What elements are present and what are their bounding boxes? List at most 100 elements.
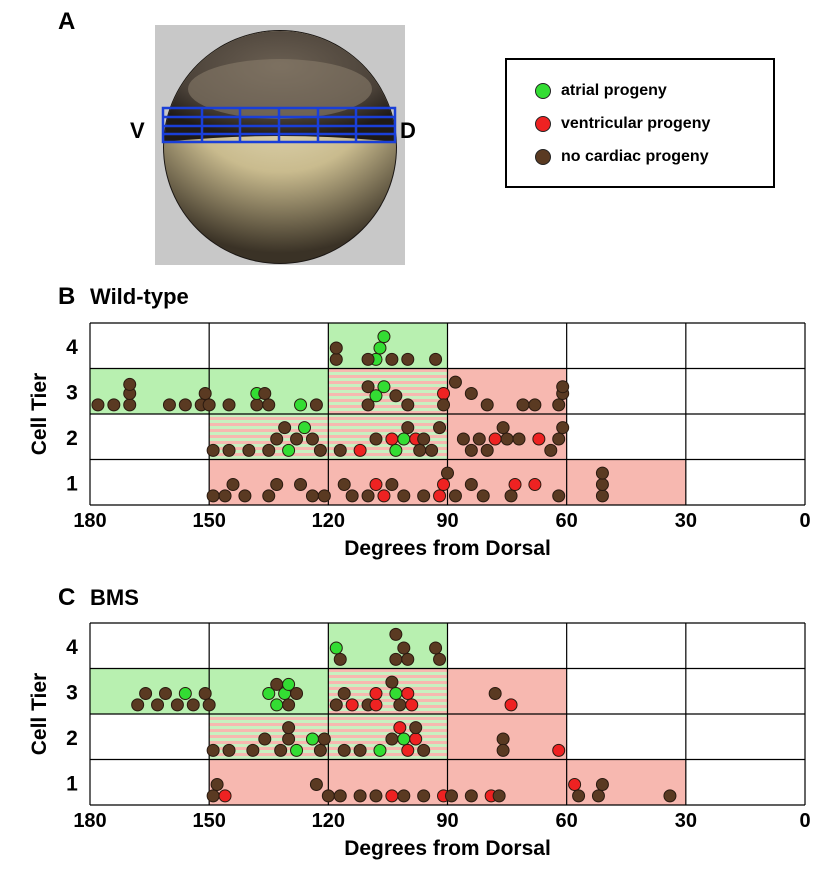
- data-point-none: [464, 387, 478, 401]
- data-point-none: [496, 732, 510, 746]
- data-point-none: [345, 489, 359, 503]
- data-point-none: [401, 352, 415, 366]
- ventricular-dot-icon: [535, 116, 551, 132]
- data-point-ventricular: [409, 732, 423, 746]
- data-point-none: [572, 789, 586, 803]
- data-point-none: [663, 789, 677, 803]
- data-point-none: [504, 489, 518, 503]
- data-point-atrial: [178, 687, 192, 701]
- no-cardiac-dot-icon: [535, 149, 551, 165]
- y-tick-label: 4: [66, 636, 78, 659]
- data-point-atrial: [377, 330, 391, 344]
- data-point-none: [417, 489, 431, 503]
- data-point-none: [278, 421, 292, 435]
- x-tick-label: 60: [556, 810, 578, 832]
- data-point-none: [274, 743, 288, 757]
- data-point-none: [294, 478, 308, 492]
- dorsal-label: D: [400, 118, 416, 143]
- data-point-atrial: [298, 421, 311, 435]
- data-point-none: [282, 721, 296, 735]
- legend: atrial progeny ventricular progeny no ca…: [505, 58, 775, 188]
- data-point-none: [488, 687, 502, 701]
- panel-b-title: Wild-type: [90, 284, 189, 309]
- data-point-none: [262, 489, 276, 503]
- x-tick-label: 90: [436, 810, 458, 832]
- data-point-none: [258, 732, 272, 746]
- data-point-atrial: [294, 398, 308, 412]
- data-point-none: [222, 398, 236, 412]
- data-point-none: [317, 732, 331, 746]
- x-tick-label: 180: [73, 510, 106, 532]
- data-point-ventricular: [433, 489, 447, 503]
- data-point-none: [282, 732, 296, 746]
- data-point-atrial: [373, 743, 387, 757]
- y-axis-label: Cell Tier: [28, 373, 51, 455]
- data-point-none: [198, 387, 212, 401]
- data-point-none: [441, 466, 454, 480]
- data-point-none: [222, 743, 236, 757]
- y-tick-label: 3: [66, 681, 78, 704]
- data-point-none: [444, 789, 458, 803]
- legend-label: ventricular progeny: [561, 115, 711, 132]
- data-point-none: [329, 698, 343, 712]
- data-point-ventricular: [377, 489, 391, 503]
- data-point-none: [337, 743, 351, 757]
- data-point-none: [556, 421, 570, 435]
- data-point-none: [262, 443, 276, 457]
- data-point-ventricular: [437, 478, 451, 492]
- data-point-none: [329, 341, 343, 355]
- x-tick-label: 90: [436, 510, 458, 532]
- embryo-image: [155, 25, 405, 265]
- data-point-none: [417, 789, 431, 803]
- data-point-ventricular: [218, 789, 232, 803]
- data-point-atrial: [377, 380, 391, 394]
- data-point-ventricular: [405, 698, 419, 712]
- y-tick-label: 1: [66, 772, 78, 795]
- data-point-none: [353, 743, 367, 757]
- panel-c-letter: C: [58, 584, 76, 611]
- y-tick-label: 4: [66, 336, 78, 359]
- data-point-none: [158, 687, 172, 701]
- panel-c-title: BMS: [90, 585, 139, 610]
- legend-item-ventricular: ventricular progeny: [535, 113, 710, 135]
- data-point-none: [186, 698, 200, 712]
- data-point-none: [337, 687, 351, 701]
- y-tick-label: 2: [66, 427, 78, 450]
- data-point-none: [492, 789, 506, 803]
- data-point-none: [456, 432, 470, 446]
- data-point-none: [131, 698, 145, 712]
- data-point-none: [417, 743, 431, 757]
- data-point-none: [591, 789, 605, 803]
- data-point-none: [290, 687, 304, 701]
- data-point-ventricular: [369, 687, 383, 701]
- data-point-none: [206, 743, 220, 757]
- data-point-none: [218, 489, 232, 503]
- data-point-none: [385, 675, 399, 689]
- data-point-none: [385, 352, 399, 366]
- data-point-none: [512, 432, 526, 446]
- data-point-none: [337, 478, 351, 492]
- data-point-none: [333, 443, 347, 457]
- data-point-none: [397, 641, 411, 655]
- data-point-none: [397, 789, 411, 803]
- grid-overlay: [161, 106, 397, 144]
- data-point-none: [202, 398, 216, 412]
- data-point-none: [313, 443, 327, 457]
- data-point-none: [417, 432, 431, 446]
- data-point-atrial: [369, 389, 383, 403]
- data-point-none: [464, 478, 478, 492]
- data-point-none: [397, 489, 411, 503]
- data-point-none: [309, 778, 323, 792]
- x-tick-label: 180: [73, 810, 106, 832]
- region-atrial: [328, 623, 448, 669]
- data-point-none: [91, 398, 105, 412]
- y-tick-label: 3: [66, 381, 78, 404]
- data-point-none: [401, 398, 415, 412]
- data-point-none: [305, 432, 319, 446]
- data-point-none: [246, 743, 260, 757]
- data-point-none: [262, 398, 276, 412]
- data-point-none: [270, 478, 284, 492]
- data-point-none: [464, 789, 478, 803]
- x-axis-label: Degrees from Dorsal: [344, 537, 551, 560]
